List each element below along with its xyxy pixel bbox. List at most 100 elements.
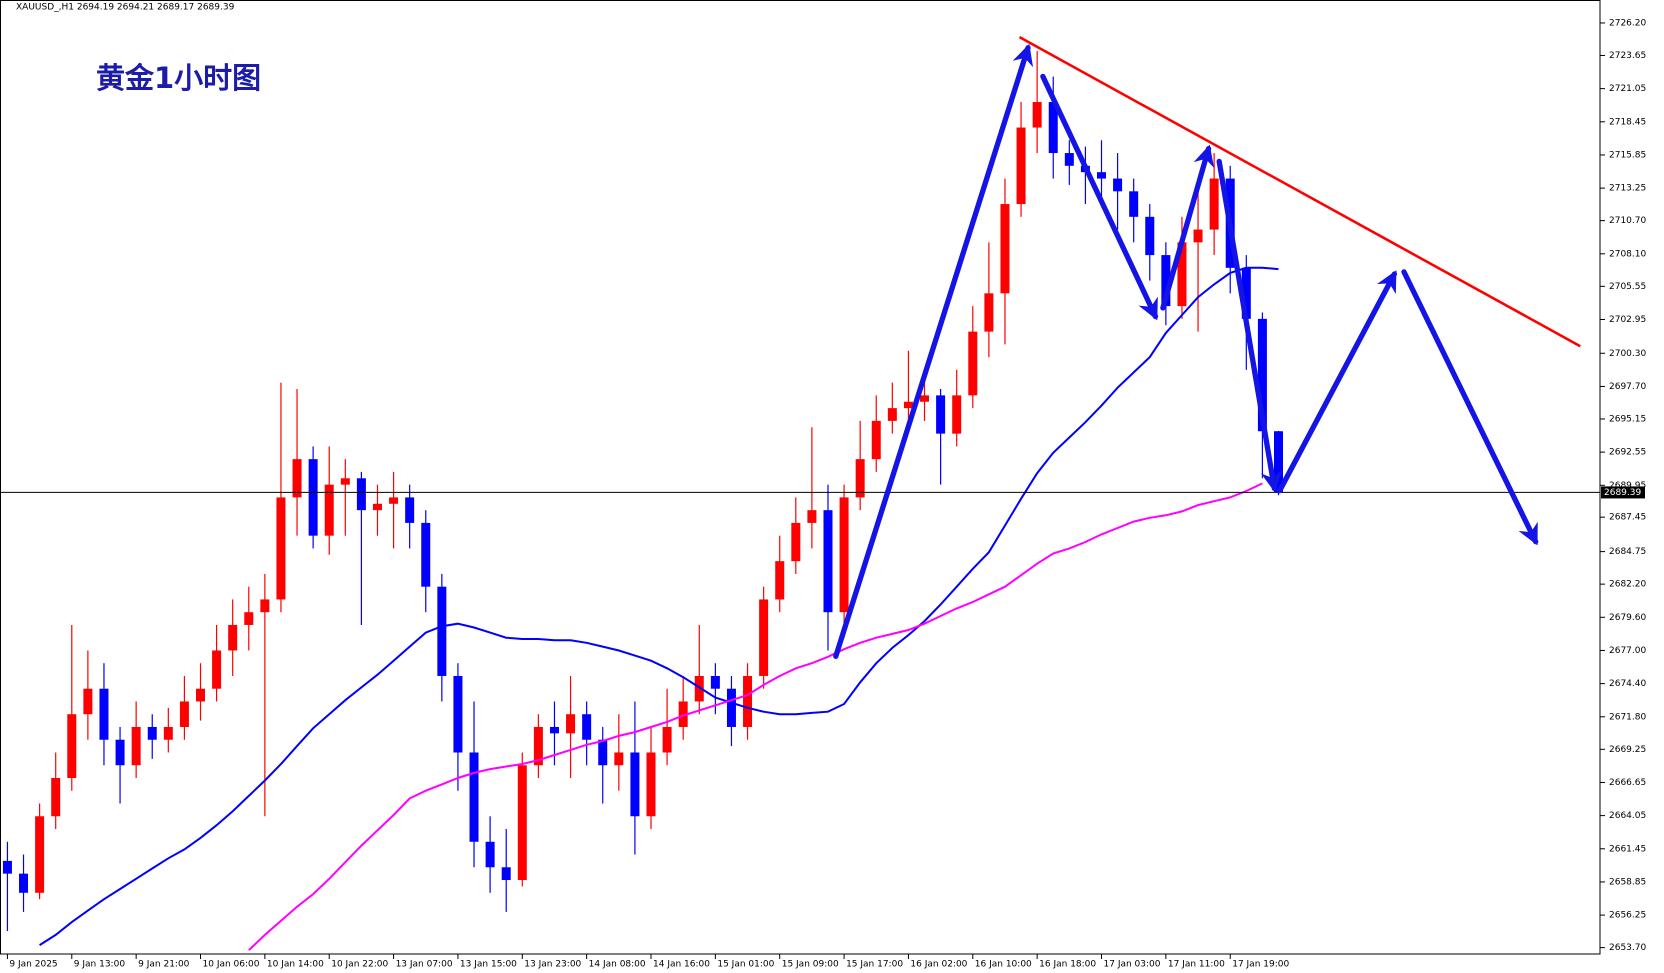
arrow <box>1401 269 1539 546</box>
x-tick-label: 9 Jan 21:00 <box>138 960 190 970</box>
x-tick-label: 17 Jan 03:00 <box>1104 960 1161 970</box>
candle-body <box>1000 204 1010 294</box>
candle-body <box>372 503 382 511</box>
candle-body <box>614 752 624 766</box>
y-tick-label: 2723.65 <box>1609 51 1646 61</box>
y-tick-label: 2726.20 <box>1609 18 1646 28</box>
trend-line <box>1018 36 1581 348</box>
candle-body <box>389 497 399 504</box>
y-tick-label: 2702.95 <box>1609 315 1646 325</box>
candle-body <box>807 510 817 523</box>
candle-body <box>1177 242 1187 307</box>
y-tick-label: 2669.25 <box>1609 745 1646 755</box>
x-tick-label: 14 Jan 16:00 <box>653 960 710 970</box>
y-tick-label: 2705.55 <box>1609 282 1646 292</box>
candle-body <box>83 688 93 715</box>
candle-body <box>1048 102 1058 154</box>
y-tick-label: 2658.85 <box>1609 877 1646 887</box>
candle-body <box>1016 127 1026 205</box>
candle-body <box>582 714 592 740</box>
y-tick-label: 2687.45 <box>1609 513 1646 523</box>
chart-title: 黄金1小时图 <box>96 61 261 95</box>
y-tick-label: 2674.40 <box>1609 679 1646 689</box>
y-tick-label: 2695.15 <box>1609 414 1646 424</box>
candle-body <box>276 497 286 600</box>
candle-body <box>1032 102 1042 128</box>
x-tick-label: 9 Jan 2025 <box>9 960 57 970</box>
candle-body <box>308 459 318 536</box>
candle-body <box>1145 216 1155 256</box>
candle-body <box>726 688 736 727</box>
y-tick-label: 2682.20 <box>1609 580 1646 590</box>
x-tick-label: 17 Jan 11:00 <box>1168 960 1225 970</box>
moving-average-line <box>248 482 1263 951</box>
candle-body <box>51 777 61 817</box>
candle-body <box>936 395 946 434</box>
candle-body <box>662 726 672 753</box>
y-tick-label: 2713.25 <box>1609 184 1646 194</box>
x-tick-label: 13 Jan 23:00 <box>524 960 581 970</box>
x-tick-label: 13 Jan 07:00 <box>396 960 453 970</box>
candle-body <box>1161 255 1171 307</box>
y-tick-label: 2697.70 <box>1609 382 1646 392</box>
x-tick-label: 15 Jan 01:00 <box>717 960 774 970</box>
candle-body <box>887 408 897 421</box>
y-tick-label: 2656.25 <box>1609 911 1646 921</box>
candle-body <box>340 478 350 485</box>
candle-body <box>1113 178 1123 192</box>
x-tick-label: 16 Jan 02:00 <box>910 960 967 970</box>
candle-body <box>598 739 608 766</box>
candle-body <box>646 752 656 817</box>
candle-body <box>131 726 141 766</box>
y-tick-label: 2666.65 <box>1609 778 1646 788</box>
candle-body <box>1241 267 1251 319</box>
candle-body <box>517 765 527 881</box>
plot-area <box>0 51 1600 951</box>
candle-body <box>1064 153 1074 166</box>
candle-body <box>871 420 881 460</box>
candle-body <box>437 586 447 676</box>
candle-body <box>35 816 45 893</box>
candle-body <box>485 841 495 868</box>
candle-body <box>260 599 270 613</box>
y-tick-label: 2710.70 <box>1609 216 1646 226</box>
arrow <box>833 43 1034 659</box>
candle-body <box>823 510 833 613</box>
candle-body <box>1193 229 1203 243</box>
candle-body <box>292 459 302 498</box>
x-tick-label: 10 Jan 06:00 <box>203 960 260 970</box>
candle-body <box>421 522 431 587</box>
y-tick-label: 2679.60 <box>1609 613 1646 623</box>
candle-body <box>356 478 366 511</box>
x-tick-label: 10 Jan 22:00 <box>331 960 388 970</box>
candle-body <box>1209 178 1219 230</box>
candle-body <box>743 675 753 727</box>
candle-body <box>179 701 189 727</box>
candle-body <box>1097 172 1107 179</box>
candle-body <box>775 561 785 600</box>
candle-body <box>952 395 962 434</box>
candle-body <box>1257 318 1267 432</box>
y-tick-label: 2692.55 <box>1609 448 1646 458</box>
last-price-label: 2689.39 <box>1604 488 1641 498</box>
candle-body <box>694 675 704 702</box>
candle-body <box>147 726 157 740</box>
x-tick-label: 14 Jan 08:00 <box>589 960 646 970</box>
candle-body <box>855 459 865 498</box>
x-tick-label: 13 Jan 15:00 <box>460 960 517 970</box>
candle-body <box>19 873 29 893</box>
annotations <box>833 36 1581 659</box>
candle-body <box>163 726 173 740</box>
y-tick-label: 2700.30 <box>1609 349 1646 359</box>
candle-body <box>549 726 559 734</box>
y-tick-label: 2671.80 <box>1609 712 1646 722</box>
candle-body <box>566 714 576 734</box>
moving-average-line <box>39 266 1279 946</box>
y-tick-label: 2677.00 <box>1609 646 1646 656</box>
x-tick-label: 9 Jan 13:00 <box>74 960 126 970</box>
y-tick-label: 2689.95 <box>1609 481 1646 491</box>
candle-body <box>759 599 769 676</box>
y-tick-label: 2708.10 <box>1609 249 1646 259</box>
